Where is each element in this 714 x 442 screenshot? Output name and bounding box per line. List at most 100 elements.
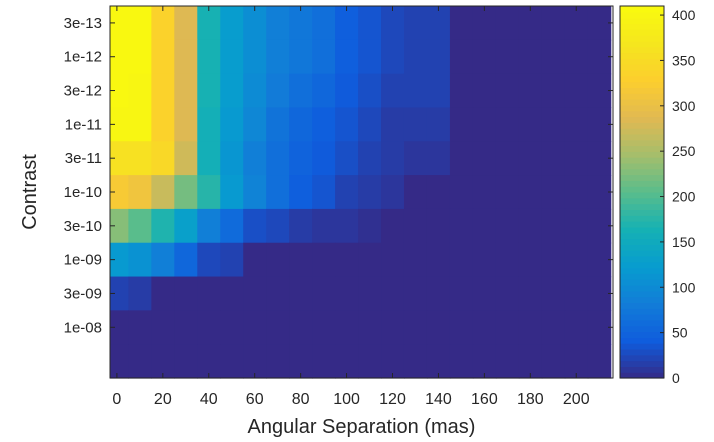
colorbar-frame — [619, 5, 665, 379]
heatmap-cell — [335, 107, 359, 142]
colorbar-segment — [620, 296, 664, 304]
heatmap-cell — [220, 6, 244, 41]
colorbar-segment — [620, 46, 664, 54]
heatmap-cell — [243, 141, 267, 176]
heatmap-cell — [358, 6, 382, 41]
colorbar-segment — [620, 354, 664, 362]
heatmap-cell — [110, 73, 129, 109]
y-tick-label: 3e-12 — [64, 83, 102, 100]
heatmap-cell — [381, 73, 405, 109]
colorbar-segment — [620, 11, 664, 19]
heatmap-cell — [472, 242, 497, 278]
colorbar-segment — [620, 17, 664, 25]
colorbar-segment — [620, 343, 664, 350]
heatmap-cell — [564, 141, 589, 176]
heatmap-cell — [220, 208, 244, 244]
x-tick-label: 40 — [200, 391, 218, 408]
heatmap-cell — [495, 276, 520, 311]
heatmap-cell — [472, 107, 497, 142]
heatmap-cell — [541, 107, 566, 142]
heatmap-cell — [110, 310, 129, 345]
heatmap-cell — [266, 276, 290, 311]
heatmap-cell — [381, 39, 405, 75]
heatmap-cell — [220, 107, 244, 142]
heatmap-cell — [564, 344, 589, 379]
heatmap-cell — [266, 175, 290, 210]
heatmap-cell — [151, 6, 175, 41]
heatmap-cell — [312, 175, 336, 210]
heatmap-cell — [564, 208, 589, 244]
heatmap-cell — [174, 310, 198, 345]
colorbar-segment — [620, 29, 664, 36]
heatmap-cell — [587, 242, 612, 278]
colorbar-segment — [620, 133, 664, 141]
heatmap-cell — [220, 73, 244, 109]
heatmap-cell — [587, 175, 612, 210]
heatmap-cell — [243, 310, 267, 345]
heatmap-cell — [289, 344, 313, 379]
heatmap-cell — [403, 242, 428, 278]
heatmap-cell — [151, 107, 175, 142]
heatmap-cell — [518, 242, 543, 278]
heatmap-cell — [128, 6, 152, 41]
heatmap-cell — [449, 208, 474, 244]
colorbar-segment — [620, 81, 664, 88]
heatmap-cell — [110, 175, 129, 210]
heatmap-cell — [151, 73, 175, 109]
x-tick-label: 140 — [425, 391, 452, 408]
heatmap-cell — [312, 39, 336, 75]
colorbar-tick-label: 0 — [672, 370, 680, 386]
heatmap-cell — [197, 242, 221, 278]
colorbar-segment — [620, 64, 664, 71]
colorbar-segment — [620, 209, 664, 216]
heatmap-cell — [426, 208, 451, 244]
heatmap-cell — [335, 242, 359, 278]
x-axis-ticks: 0 20 40 60 80 100 120 140 160 180 200 — [112, 6, 590, 408]
heatmap-cell — [243, 107, 267, 142]
heatmap-cell — [289, 107, 313, 142]
y-axis-label: Contrast — [19, 154, 41, 230]
heatmap-cell — [426, 141, 451, 176]
heatmap-cell — [174, 208, 198, 244]
heatmap-cell — [564, 242, 589, 278]
heatmap-cell — [335, 276, 359, 311]
heatmap-cell — [564, 175, 589, 210]
colorbar-segment — [620, 174, 664, 181]
heatmap-cell — [174, 6, 198, 41]
heatmap-cell — [541, 208, 566, 244]
colorbar-segment — [620, 290, 664, 298]
heatmap-cell — [110, 276, 129, 311]
heatmap-cell — [587, 276, 612, 311]
heatmap-cell — [358, 107, 382, 142]
heatmap-cell — [312, 141, 336, 176]
heatmap-cell — [472, 6, 497, 41]
heatmap-cell — [266, 141, 290, 176]
colorbar-segment — [620, 267, 664, 274]
colorbar-segment — [620, 314, 664, 321]
heatmap-cell — [110, 208, 129, 244]
heatmap-cell — [541, 6, 566, 41]
heatmap-cell — [426, 175, 451, 210]
heatmap-cell — [266, 6, 290, 41]
heatmap-cell — [472, 39, 497, 75]
colorbar-segment — [620, 139, 664, 147]
colorbar-segment — [620, 180, 664, 187]
y-tick-label: 3e-13 — [64, 15, 102, 32]
x-tick-label: 80 — [292, 391, 310, 408]
heatmap-cell — [174, 175, 198, 210]
heatmap-cell — [266, 344, 290, 379]
heatmap-cell — [289, 310, 313, 345]
heatmap-cell — [128, 39, 152, 75]
heatmap-cell — [312, 6, 336, 41]
colorbar-segment — [620, 168, 664, 176]
colorbar-segment — [620, 145, 664, 152]
heatmap-cell — [426, 242, 451, 278]
colorbar-tick-label: 50 — [672, 325, 688, 341]
heatmap-cell — [266, 310, 290, 345]
heatmap-cell — [197, 310, 221, 345]
heatmap-cell — [197, 107, 221, 142]
x-tick-label: 60 — [246, 391, 264, 408]
y-axis-ticks: 3e-13 1e-12 3e-12 1e-11 3e-11 1e-10 3e-10 1e-09… — [64, 15, 613, 336]
heatmap-cell — [312, 344, 336, 379]
heatmap-cell — [266, 208, 290, 244]
